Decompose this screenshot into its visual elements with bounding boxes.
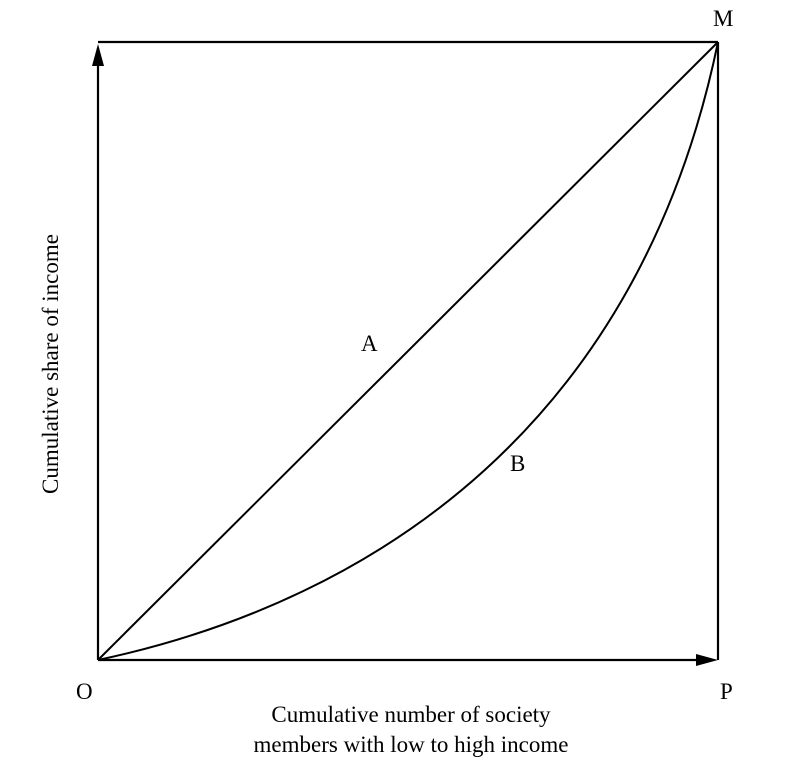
lorenz-curve-b (97, 41, 719, 661)
equality-line-a (97, 41, 719, 661)
label-o: O (76, 679, 93, 704)
y-axis-arrowhead (92, 44, 104, 66)
label-p: P (720, 679, 733, 704)
x-axis-label-line2: members with low to high income (254, 732, 569, 757)
y-axis-label: Cumulative share of income (38, 234, 63, 494)
x-axis-label-line1: Cumulative number of society (271, 702, 551, 727)
label-a: A (361, 331, 378, 356)
label-m: M (713, 6, 733, 31)
x-axis-arrowhead (696, 654, 718, 666)
label-b: B (510, 451, 525, 476)
